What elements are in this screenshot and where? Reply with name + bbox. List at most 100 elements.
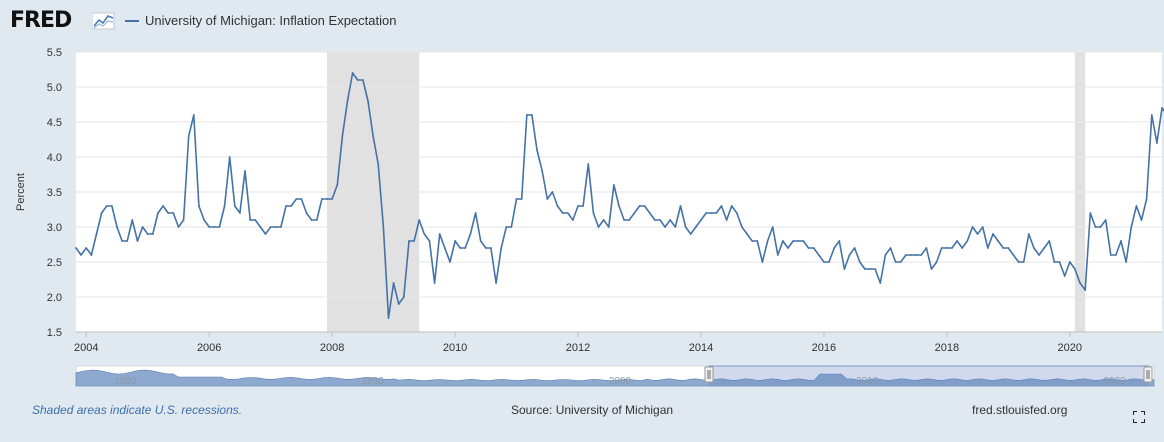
data-point[interactable]	[797, 240, 800, 242]
data-point[interactable]	[1033, 247, 1035, 249]
data-point[interactable]	[776, 254, 779, 256]
data-point[interactable]	[838, 240, 841, 242]
data-point[interactable]	[951, 247, 953, 249]
data-point[interactable]	[930, 268, 933, 270]
data-point[interactable]	[259, 226, 262, 228]
data-point[interactable]	[346, 100, 349, 102]
data-point[interactable]	[105, 205, 108, 207]
data-point[interactable]	[940, 247, 943, 249]
data-point[interactable]	[449, 261, 451, 263]
data-point[interactable]	[858, 261, 861, 263]
navigator-right-handle[interactable]	[1143, 366, 1153, 383]
data-point[interactable]	[1161, 107, 1163, 109]
fullscreen-icon[interactable]	[1133, 411, 1145, 423]
data-point[interactable]	[751, 240, 754, 242]
data-point[interactable]	[792, 240, 795, 242]
data-point[interactable]	[228, 156, 231, 158]
data-point[interactable]	[177, 226, 180, 228]
data-point[interactable]	[674, 226, 677, 228]
data-point[interactable]	[735, 212, 738, 214]
data-point[interactable]	[602, 219, 605, 221]
data-point[interactable]	[464, 247, 467, 249]
data-point[interactable]	[833, 247, 836, 249]
data-point[interactable]	[1120, 240, 1122, 242]
data-point[interactable]	[377, 163, 380, 165]
chart-legend[interactable]: University of Michigan: Inflation Expect…	[125, 13, 396, 28]
data-point[interactable]	[1145, 198, 1148, 200]
data-point[interactable]	[1068, 261, 1071, 263]
data-point[interactable]	[592, 212, 595, 214]
data-point[interactable]	[418, 219, 421, 221]
data-point[interactable]	[438, 233, 441, 235]
data-point[interactable]	[392, 282, 395, 284]
data-point[interactable]	[571, 219, 574, 221]
data-point[interactable]	[551, 191, 554, 193]
data-point[interactable]	[367, 100, 369, 102]
data-point[interactable]	[628, 219, 631, 221]
data-point[interactable]	[182, 219, 185, 221]
data-point[interactable]	[126, 240, 129, 242]
data-point[interactable]	[213, 226, 216, 228]
data-point[interactable]	[515, 198, 518, 200]
data-point[interactable]	[413, 240, 415, 242]
data-point[interactable]	[684, 226, 687, 228]
fred-logo[interactable]: FRED	[10, 8, 72, 33]
data-point[interactable]	[387, 317, 390, 319]
data-point[interactable]	[336, 184, 339, 186]
data-point[interactable]	[618, 205, 620, 207]
data-point[interactable]	[802, 240, 805, 242]
data-point[interactable]	[700, 219, 702, 221]
data-point[interactable]	[290, 205, 293, 207]
data-point[interactable]	[361, 79, 364, 81]
data-point[interactable]	[1155, 142, 1158, 144]
data-point[interactable]	[1038, 254, 1040, 256]
data-point[interactable]	[899, 261, 902, 263]
data-point[interactable]	[710, 212, 713, 214]
data-point[interactable]	[531, 114, 533, 116]
data-point[interactable]	[623, 219, 626, 221]
data-point[interactable]	[331, 198, 334, 200]
data-point[interactable]	[587, 163, 590, 165]
data-point[interactable]	[1063, 275, 1066, 277]
data-point[interactable]	[607, 226, 610, 228]
data-point[interactable]	[151, 233, 154, 235]
site-link[interactable]: fred.stlouisfed.org	[972, 403, 1068, 417]
navigator-left-handle[interactable]	[704, 366, 714, 383]
data-point[interactable]	[741, 226, 743, 228]
data-point[interactable]	[817, 254, 820, 256]
data-point[interactable]	[807, 247, 810, 249]
data-point[interactable]	[157, 212, 159, 214]
data-point[interactable]	[1150, 114, 1153, 116]
data-point[interactable]	[756, 240, 759, 242]
data-point[interactable]	[828, 261, 830, 263]
data-point[interactable]	[310, 219, 313, 221]
data-point[interactable]	[1125, 261, 1128, 263]
data-point[interactable]	[1048, 240, 1051, 242]
data-point[interactable]	[454, 240, 456, 242]
data-point[interactable]	[341, 135, 344, 137]
data-point[interactable]	[244, 170, 246, 172]
data-point[interactable]	[1053, 261, 1056, 263]
data-point[interactable]	[612, 184, 615, 186]
data-point[interactable]	[546, 198, 549, 200]
range-navigator[interactable]: 1980 1990 2000 2010 2020	[75, 365, 1155, 387]
data-point[interactable]	[771, 226, 774, 228]
data-point[interactable]	[1089, 212, 1092, 214]
data-point[interactable]	[725, 219, 728, 221]
data-point[interactable]	[520, 198, 523, 200]
data-point[interactable]	[280, 226, 282, 228]
data-point[interactable]	[653, 219, 656, 221]
data-point[interactable]	[997, 240, 999, 242]
data-point[interactable]	[474, 212, 477, 214]
data-point[interactable]	[233, 205, 236, 207]
data-point[interactable]	[1130, 226, 1133, 228]
data-point[interactable]	[720, 205, 723, 207]
data-point[interactable]	[715, 212, 718, 214]
data-point[interactable]	[459, 247, 462, 249]
data-point[interactable]	[90, 254, 93, 256]
data-point[interactable]	[1104, 219, 1107, 221]
data-point[interactable]	[95, 233, 98, 235]
navigator-selected-range[interactable]	[708, 365, 1149, 387]
data-point[interactable]	[305, 212, 308, 214]
data-point[interactable]	[239, 212, 241, 214]
